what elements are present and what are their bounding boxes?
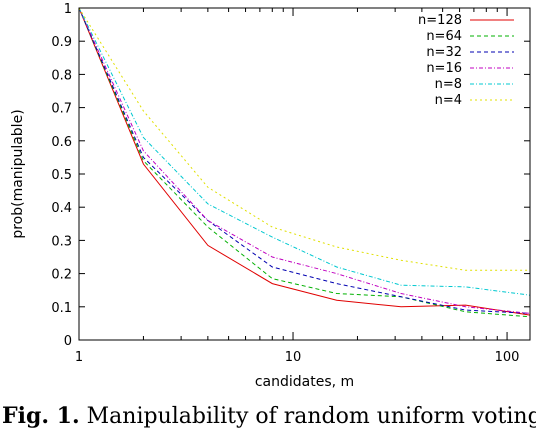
y-tick-label: 0.4 [51,201,72,216]
figure-caption-label: Fig. 1. [2,403,80,429]
legend-label: n=128 [418,13,462,28]
legend-label: n=16 [426,61,462,76]
series-line-n-64 [78,7,531,318]
tick-labels: 0 0.1 0.2 0.3 0.4 0.5 0.6 0.7 0.8 0.9 1 1 10 100 [51,2,519,365]
x-tick-label: 100 [495,350,520,365]
axis-ticks [78,7,530,341]
legend-label: n=4 [435,93,462,108]
y-tick-label: 0.5 [51,168,72,183]
x-tick-label: 1 [75,350,83,365]
series-line-n-128 [78,7,531,316]
legend-label: n=8 [435,77,462,92]
y-tick-label: 0.2 [51,268,72,283]
x-tick-label: 10 [285,350,302,365]
y-tick-label: 0 [64,334,72,349]
y-tick-label: 0.7 [51,102,72,117]
series-line-n-4 [78,7,530,271]
series-line-n-32 [78,7,531,314]
y-tick-label: 0.8 [51,68,72,83]
y-tick-label: 1 [64,2,72,17]
figure-caption: Fig. 1. Manipulability of random uniform… [2,403,536,429]
plot-frame [78,7,531,341]
x-axis-label: candidates, m [255,374,354,390]
y-tick-label: 0.1 [51,301,72,316]
legend-label: n=32 [426,45,462,60]
y-tick-label: 0.6 [51,135,72,150]
series-line-n-16 [78,7,531,314]
legend-label: n=64 [426,29,462,44]
y-tick-label: 0.9 [51,35,72,50]
figure-caption-text: Manipulability of random uniform voting [86,404,536,429]
series-line-n-8 [78,7,531,296]
series-layer [78,7,531,318]
y-axis-label: prob(manipulable) [10,109,26,238]
y-tick-label: 0.3 [51,234,72,249]
